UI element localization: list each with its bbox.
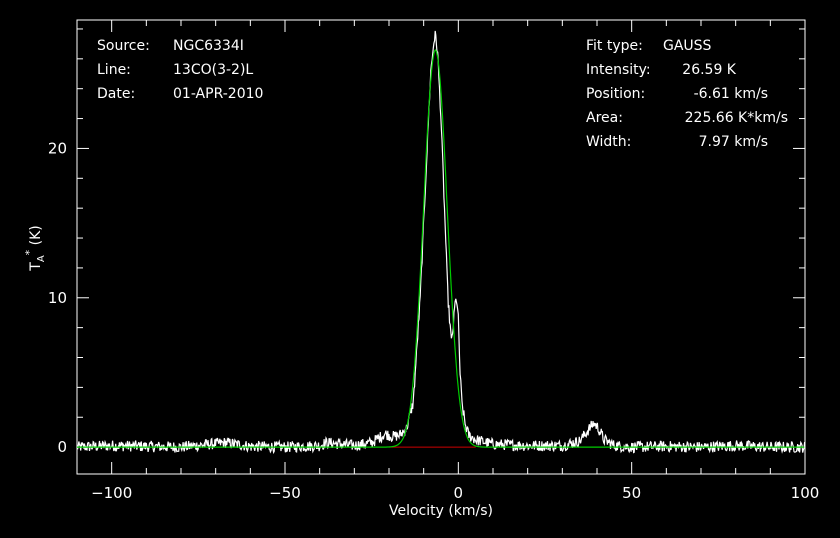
y-tick-label: 0 <box>57 438 67 456</box>
x-tick-label: 100 <box>791 484 820 502</box>
spectrum-line <box>76 30 806 455</box>
intensity-value: 26.59 K <box>682 62 737 78</box>
x-tick-label: −50 <box>269 484 301 502</box>
svg-text:TA* (K): TA* (K) <box>23 225 47 271</box>
line-value: 13CO(3-2)L <box>173 62 253 78</box>
y-axis-label: TA* (K) <box>23 225 47 271</box>
area-label: Area: <box>586 110 623 126</box>
x-tick-label: 0 <box>454 484 464 502</box>
y-tick-label: 20 <box>48 139 67 157</box>
date-label: Date: <box>97 86 135 102</box>
x-tick-label: 50 <box>622 484 641 502</box>
gaussian-fit-line <box>77 49 805 448</box>
axis-ticks <box>76 20 806 474</box>
width-label: Width: <box>586 134 631 150</box>
intensity-label: Intensity: <box>586 62 651 78</box>
plot-frame <box>76 19 806 475</box>
source-value: NGC6334I <box>173 38 244 54</box>
x-axis-label: Velocity (km/s) <box>389 503 493 519</box>
area-value: 225.66 K*km/s <box>685 110 788 126</box>
date-value: 01-APR-2010 <box>173 86 263 102</box>
x-tick-label: −100 <box>91 484 132 502</box>
y-tick-label: 10 <box>48 289 67 307</box>
line-label: Line: <box>97 62 131 78</box>
tick-labels: −100 −50 0 50 100 0 10 20 <box>48 139 819 502</box>
position-value: -6.61 km/s <box>694 86 768 102</box>
fit-type-value: GAUSS <box>663 38 712 54</box>
width-value: 7.97 km/s <box>699 134 768 150</box>
fit-type-label: Fit type: <box>586 38 643 54</box>
source-label: Source: <box>97 38 150 54</box>
position-label: Position: <box>586 86 645 102</box>
